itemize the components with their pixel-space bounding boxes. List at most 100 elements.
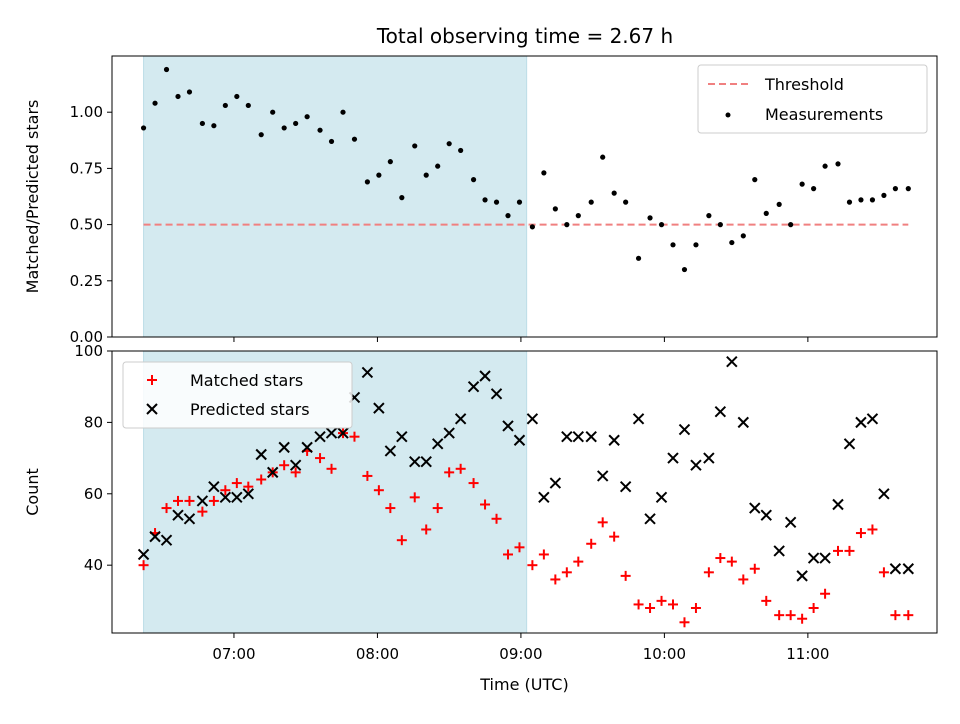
matched-star-marker: [878, 567, 889, 578]
predicted-star-marker: [749, 502, 761, 514]
measurement-point: [376, 172, 382, 178]
predicted-star-marker: [172, 509, 184, 521]
matched-star-marker: [385, 503, 396, 514]
measurement-point: [905, 186, 911, 192]
matched-star-marker: [184, 495, 195, 506]
matched-star-marker: [290, 467, 301, 478]
measurement-point: [505, 213, 511, 219]
y-tick-label: 0.25: [70, 272, 103, 290]
matched-star-marker: [550, 574, 561, 585]
measurement-point: [152, 100, 158, 106]
measurement-point: [740, 233, 746, 239]
matched-star-marker: [243, 481, 254, 492]
matched-star-marker: [468, 478, 479, 489]
matched-star-marker: [620, 570, 631, 581]
predicted-star-marker: [538, 491, 550, 504]
measurement-point: [529, 224, 535, 230]
count-legend: Matched stars Predicted stars: [122, 361, 353, 429]
measurement-point: [399, 195, 405, 201]
measurement-point: [693, 242, 699, 248]
matched-star-marker: [844, 545, 855, 556]
predicted-star-marker: [266, 466, 279, 479]
predicted-star-marker: [585, 430, 597, 443]
predicted-star-marker: [703, 452, 715, 464]
legend-plus-marker: [147, 375, 157, 385]
measurement-point: [270, 109, 276, 115]
y-tick-label: 1.00: [70, 103, 103, 121]
predicted-star-marker: [396, 430, 408, 443]
measurement-point: [846, 199, 853, 205]
predicted-star-marker: [490, 388, 503, 400]
legend-x-marker: [146, 403, 158, 415]
predicted-star-marker: [337, 427, 349, 439]
matched-star-marker: [491, 513, 502, 524]
matched-star-marker: [349, 431, 360, 442]
predicted-star-marker: [773, 545, 785, 557]
predicted-star-marker: [443, 427, 455, 439]
predicted-star-marker: [784, 516, 797, 529]
predicted-star-marker: [889, 563, 902, 575]
measurement-point: [258, 132, 264, 138]
measurement-point: [600, 154, 606, 160]
predicted-star-marker: [289, 459, 302, 471]
measurement-point: [752, 177, 758, 183]
ratio-y-axis-label: Matched/Predicted stars: [23, 100, 42, 294]
measurement-point: [245, 102, 251, 109]
matched-star-marker: [161, 503, 172, 514]
matched-star-marker: [808, 603, 819, 614]
measurement-point: [623, 199, 629, 205]
measurement-point: [776, 201, 782, 207]
measurement-point: [858, 197, 864, 203]
predicted-star-marker: [760, 509, 772, 521]
matched-star-marker: [785, 610, 796, 621]
matched-star-marker: [749, 563, 760, 574]
measurement-point: [175, 93, 181, 100]
matched-star-marker: [726, 556, 737, 567]
measurement-point: [763, 210, 769, 216]
measurement-point: [516, 199, 523, 205]
y-tick-label: 100: [74, 342, 103, 360]
measurement-point: [822, 163, 828, 169]
predicted-star-marker: [549, 477, 562, 489]
y-tick-label: 60: [84, 485, 103, 503]
measurement-point: [140, 125, 147, 131]
matched-star-marker: [679, 617, 690, 628]
predicted-star-marker: [608, 434, 620, 446]
measurement-point: [364, 179, 370, 185]
observing-window-shade: [143, 55, 528, 338]
predicted-star-marker: [361, 366, 374, 379]
measurement-point: [681, 266, 688, 273]
measurement-point: [222, 102, 228, 109]
matched-star-marker: [797, 613, 808, 624]
matched-star-marker: [855, 528, 866, 539]
x-tick-label: 11:00: [786, 645, 829, 663]
predicted-star-marker: [373, 402, 385, 414]
predicted-star-marker: [454, 413, 467, 425]
matched-star-marker: [656, 595, 667, 606]
count-y-axis-label: Count: [23, 468, 42, 516]
matched-star-marker: [362, 470, 373, 481]
measurement-point: [199, 120, 205, 127]
measurement-point: [281, 125, 287, 131]
ratio-x-ticks: [233, 337, 809, 342]
matched-star-marker: [668, 599, 678, 610]
predicted-star-marker: [902, 563, 915, 575]
measurement-point: [729, 239, 735, 246]
measurement-point: [328, 138, 335, 145]
measurement-point: [647, 215, 653, 221]
measurement-point: [575, 213, 581, 219]
matched-star-marker: [586, 538, 597, 549]
measurement-point: [892, 186, 898, 192]
measurement-point: [470, 177, 477, 183]
matched-star-marker: [833, 545, 843, 556]
measurement-point: [163, 66, 170, 73]
measurement-point: [635, 255, 642, 261]
predicted-star-marker: [667, 452, 679, 464]
measurement-point: [211, 123, 217, 129]
predicted-star-marker: [632, 413, 645, 425]
predicted-star-marker: [843, 438, 856, 450]
x-tick-label: 07:00: [212, 645, 255, 663]
matched-star-marker: [444, 467, 455, 478]
measurement-point: [458, 147, 464, 154]
legend-matched-label: Matched stars: [190, 371, 303, 390]
